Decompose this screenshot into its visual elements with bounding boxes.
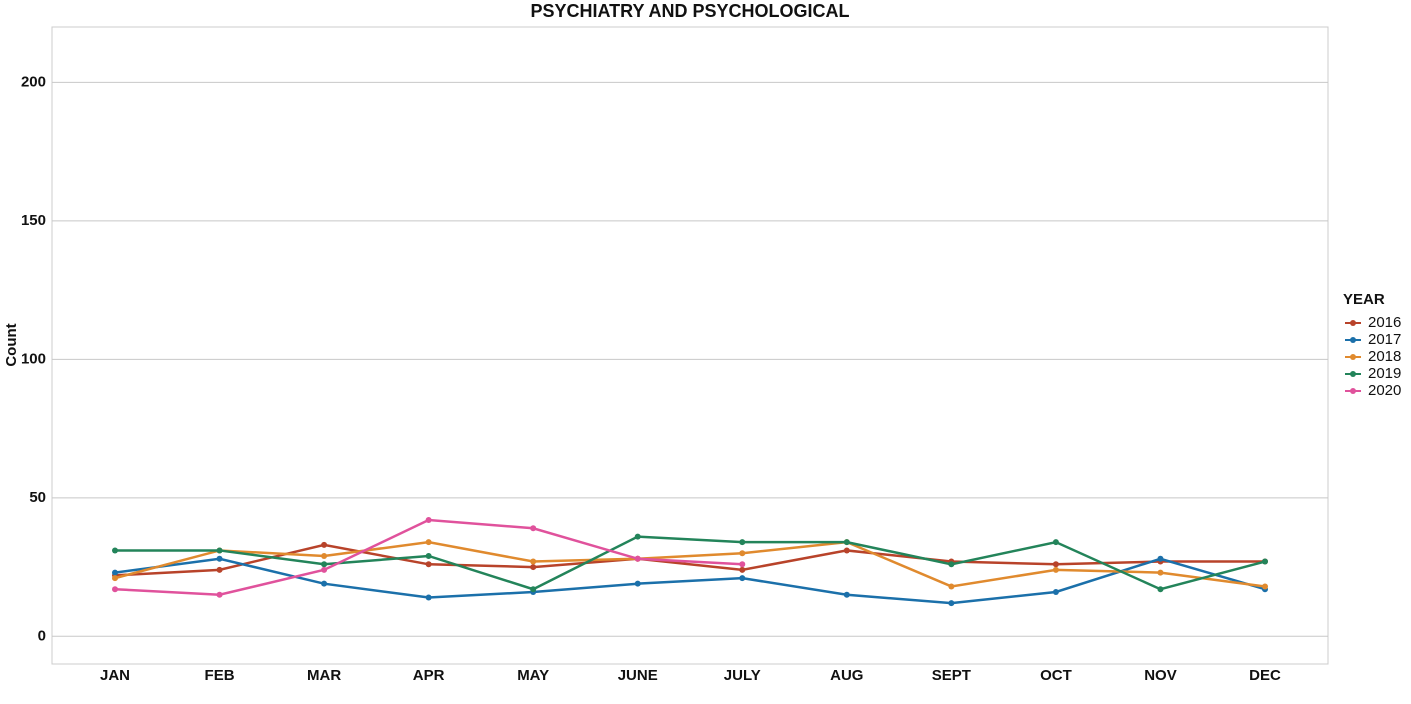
point (843, 591, 850, 598)
point (112, 547, 118, 554)
legend-key-point (1350, 388, 1356, 394)
x-tick-label: DEC (1249, 667, 1281, 684)
legend-key-point (1350, 354, 1356, 360)
x-tick-label: MAY (517, 667, 549, 684)
point (634, 555, 641, 562)
series-line (115, 535, 1266, 591)
x-tick-label: NOV (1144, 667, 1177, 684)
series-line (114, 557, 1266, 605)
point (321, 552, 328, 559)
series-line (114, 543, 1265, 577)
point (1052, 566, 1059, 573)
point (1262, 558, 1268, 565)
point (321, 566, 328, 573)
x-tick-label: JUNE (618, 667, 658, 684)
point (216, 591, 223, 598)
x-tick-label: SEPT (932, 667, 971, 684)
point (843, 539, 850, 546)
point (530, 558, 537, 565)
point (216, 547, 223, 554)
x-tick-label: JULY (724, 667, 761, 684)
point (843, 547, 850, 554)
point (112, 586, 118, 593)
point (1052, 539, 1059, 546)
y-tick-label: 50 (29, 489, 46, 506)
point (425, 561, 432, 568)
x-tick-label: MAR (307, 667, 341, 684)
point (321, 541, 328, 548)
y-tick-label: 100 (21, 350, 46, 367)
point (634, 580, 641, 587)
chart-title: PSYCHIATRY AND PSYCHOLOGICAL (530, 1, 849, 21)
point (530, 564, 537, 571)
point (1052, 561, 1059, 568)
point (739, 566, 746, 573)
legend-label: 2019 (1368, 365, 1401, 382)
point (425, 516, 432, 523)
point (530, 525, 537, 532)
point (112, 569, 118, 576)
point (425, 552, 432, 559)
point (634, 533, 641, 540)
point (1157, 586, 1164, 593)
point (948, 583, 955, 590)
point (216, 555, 223, 562)
x-tick-label: OCT (1040, 667, 1072, 684)
series-line (114, 540, 1266, 588)
point (739, 550, 746, 557)
legend-label: 2018 (1368, 348, 1401, 365)
plot-panel (51, 26, 1329, 665)
legend-title: YEAR (1343, 291, 1385, 308)
legend-label: 2017 (1368, 331, 1401, 348)
point (739, 561, 746, 568)
x-tick-label: APR (413, 667, 445, 684)
legend-label: 2016 (1368, 314, 1401, 331)
point (1157, 555, 1164, 562)
x-tick-label: AUG (830, 667, 863, 684)
point (216, 566, 223, 573)
point (321, 580, 328, 587)
point (425, 594, 432, 601)
legend-key-point (1350, 337, 1356, 343)
x-tick-label: FEB (205, 667, 235, 684)
x-tick-label: JAN (100, 667, 130, 684)
point (1157, 569, 1164, 576)
point (739, 539, 746, 546)
point (1262, 583, 1268, 590)
point (948, 561, 955, 568)
point (1052, 588, 1059, 595)
point (530, 586, 537, 593)
legend-key-point (1350, 371, 1356, 377)
legend-key-point (1350, 320, 1356, 326)
point (739, 575, 746, 582)
y-axis-label: Count (3, 323, 20, 366)
legend-label: 2020 (1368, 382, 1401, 399)
point (948, 600, 955, 607)
y-tick-label: 0 (38, 627, 46, 644)
point (425, 539, 432, 546)
point (112, 575, 118, 582)
y-tick-label: 150 (21, 212, 46, 229)
y-tick-label: 200 (21, 73, 46, 90)
point (321, 561, 328, 568)
